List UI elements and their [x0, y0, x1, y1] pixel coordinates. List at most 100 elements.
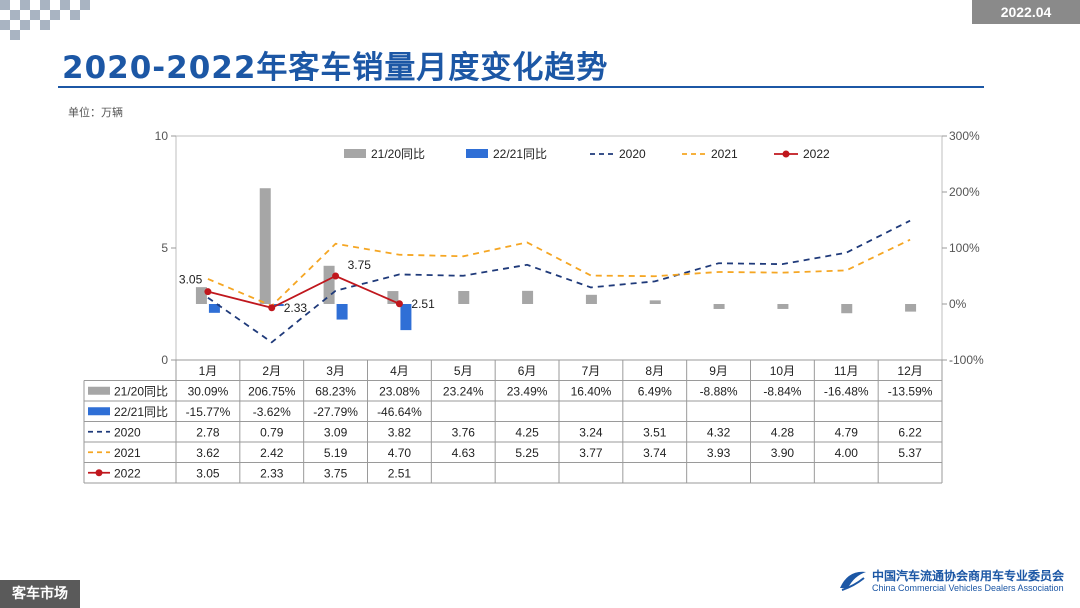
legend-swatch-21-20 [344, 149, 366, 158]
table-cell: 3.90 [771, 446, 795, 460]
unit-label: 单位：万辆 [68, 106, 123, 119]
point-label-2022: 3.75 [348, 258, 372, 272]
point-2022 [268, 304, 276, 312]
table-cell: 4.63 [452, 446, 476, 460]
table-cell: -15.77% [186, 405, 231, 419]
legend-label-2021: 2021 [711, 147, 738, 161]
point-2022 [395, 300, 403, 308]
bar-21-20 [905, 304, 917, 312]
x-tick-label: 6月 [518, 364, 537, 378]
x-tick-label: 4月 [390, 364, 409, 378]
org-name-en: China Commercial Vehicles Dealers Associ… [871, 582, 1064, 593]
x-tick-label: 2月 [262, 364, 281, 378]
table-cell: 4.00 [835, 446, 859, 460]
table-cell: 3.75 [324, 466, 348, 480]
bar-21-20 [195, 287, 207, 304]
table-cell: 3.51 [643, 425, 667, 439]
point-2022 [332, 272, 340, 280]
table-key-21-20 [88, 386, 110, 395]
table-cell: -3.62% [253, 405, 291, 419]
table-key-2022-marker [95, 469, 103, 477]
x-tick-label: 12月 [897, 364, 922, 378]
table-key-22-21 [88, 407, 110, 416]
bar-21-20 [713, 304, 725, 309]
table-cell: 16.40% [571, 384, 612, 398]
bar-21-20 [585, 294, 597, 304]
table-row-label: 2021 [114, 446, 141, 460]
legend-label-21-20: 21/20同比 [371, 147, 425, 161]
table-row-label: 2022 [114, 466, 141, 480]
bar-21-20 [259, 188, 271, 304]
table-cell: 6.49% [638, 384, 672, 398]
table-cell: 3.76 [452, 425, 476, 439]
org-logo: 中国汽车流通协会商用车专业委员会 China Commercial Vehicl… [838, 568, 1064, 594]
bar-21-20 [387, 291, 399, 304]
bar-22-21 [208, 304, 220, 313]
table-cell: 3.05 [196, 466, 220, 480]
y-right-tick-label: 300% [949, 129, 980, 143]
point-2022 [204, 288, 212, 296]
x-tick-label: 5月 [454, 364, 473, 378]
point-label-2022: 2.33 [284, 301, 308, 315]
table-cell: 2.33 [260, 466, 284, 480]
table-cell: 4.32 [707, 425, 731, 439]
bar-21-20 [841, 304, 853, 314]
table-cell: 23.49% [507, 384, 548, 398]
table-cell: -16.48% [824, 384, 869, 398]
x-tick-label: 7月 [582, 364, 601, 378]
table-cell: -8.88% [700, 384, 738, 398]
table-cell: 3.77 [579, 446, 603, 460]
bar-21-20 [777, 304, 789, 309]
line-2022 [207, 275, 400, 309]
date-badge: 2022.04 [972, 0, 1080, 24]
table-row-label: 22/21同比 [114, 405, 168, 419]
table-cell: 30.09% [188, 384, 229, 398]
table-cell: -8.84% [763, 384, 801, 398]
table-row-label: 2020 [114, 425, 141, 439]
table-cell: 5.37 [898, 446, 922, 460]
bar-22-21 [400, 304, 412, 331]
table-cell: 3.93 [707, 446, 731, 460]
table-cell: -27.79% [313, 405, 358, 419]
x-tick-label: 1月 [199, 364, 218, 378]
table-cell: -13.59% [888, 384, 933, 398]
table-cell: 5.19 [324, 446, 348, 460]
corner-pattern [0, 0, 90, 40]
table-cell: 2.78 [196, 425, 220, 439]
bar-21-20 [522, 290, 534, 304]
table-cell: 3.74 [643, 446, 667, 460]
page-title: 2020-2022年客车销量月度变化趋势 [62, 50, 609, 86]
table-cell: 0.79 [260, 425, 284, 439]
table-cell: 68.23% [315, 384, 356, 398]
table-cell: 4.28 [771, 425, 795, 439]
x-tick-label: 3月 [326, 364, 345, 378]
point-label-2022: 3.05 [179, 273, 203, 287]
x-tick-label: 10月 [770, 364, 795, 378]
y-right-tick-label: -100% [949, 353, 984, 367]
x-tick-label: 8月 [645, 364, 664, 378]
legend-swatch-22-21 [466, 149, 488, 158]
logo-icon [839, 571, 866, 591]
table-cell: 206.75% [248, 384, 296, 398]
table-cell: 5.25 [515, 446, 539, 460]
bar-21-20 [323, 265, 335, 304]
y-left-tick-label: 5 [161, 241, 168, 255]
x-tick-label: 11月 [834, 364, 858, 378]
legend-label-22-21: 22/21同比 [493, 147, 547, 161]
y-left-tick-label: 10 [155, 129, 169, 143]
table-cell: 3.82 [388, 425, 412, 439]
bar-22-21 [336, 304, 348, 320]
bar-21-20 [458, 290, 470, 304]
table-cell: 2.51 [388, 466, 412, 480]
title-divider [58, 86, 984, 88]
table-row-label: 21/20同比 [114, 384, 168, 398]
table-cell: 23.08% [379, 384, 420, 398]
y-right-tick-label: 0% [949, 297, 967, 311]
table-cell: 4.79 [835, 425, 859, 439]
line-2020 [207, 219, 911, 344]
y-right-tick-label: 200% [949, 185, 980, 199]
section-tag: 客车市场 [0, 580, 80, 608]
table-cell: 23.24% [443, 384, 484, 398]
table-cell: 4.70 [388, 446, 412, 460]
